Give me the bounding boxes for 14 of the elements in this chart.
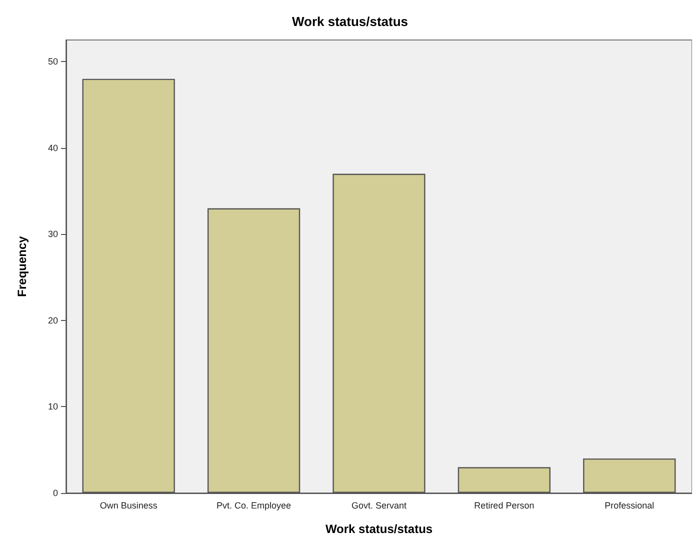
x-tick-label: Retired Person — [474, 500, 534, 510]
x-tick-label: Own Business — [100, 500, 158, 510]
y-tick-label: 0 — [52, 488, 58, 498]
x-tick-label: Pvt. Co. Employee — [216, 500, 292, 510]
x-tick-label: Professional — [604, 500, 654, 510]
y-tick-label: 20 — [48, 315, 58, 326]
y-tick-label: 30 — [48, 229, 58, 240]
x-tick-label: Govt. Servant — [351, 500, 408, 510]
chart-title: Work status/status — [292, 14, 408, 29]
y-axis-title: Frequency — [15, 236, 29, 297]
x-axis-title: Work status/status — [325, 522, 433, 536]
y-tick-label: 50 — [48, 56, 58, 67]
y-tick-label: 10 — [48, 402, 58, 412]
y-tick-label: 40 — [48, 142, 58, 153]
